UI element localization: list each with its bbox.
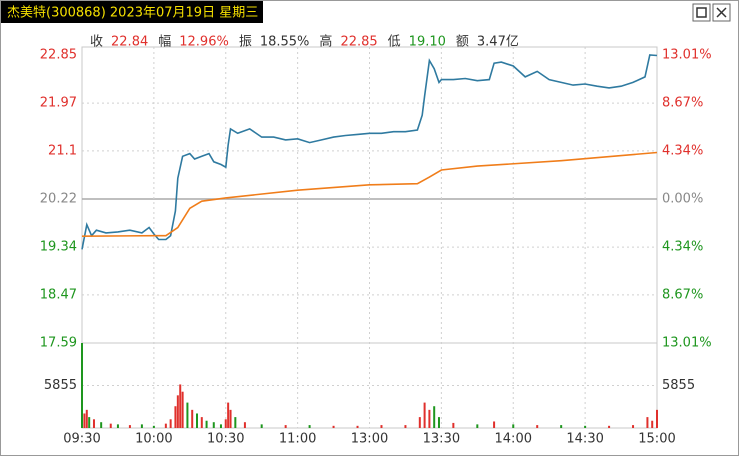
x-tick-label: 10:00 — [135, 432, 172, 447]
volume-bar — [646, 417, 649, 428]
price-line — [81, 151, 658, 237]
volume-bar — [452, 422, 455, 428]
info-row: 收 22.84 幅 12.96% 振 18.55% 高 22.85 低 19.10 额 3.47亿 — [90, 34, 519, 50]
volume-bar — [651, 420, 654, 428]
volume-bar — [83, 413, 86, 428]
info-label: 低 — [388, 35, 401, 50]
volume-bar — [234, 417, 237, 428]
close-button[interactable] — [712, 3, 731, 22]
volume-bar — [332, 425, 335, 428]
y2-tick-label: 4.34% — [662, 143, 703, 158]
volume-bar — [116, 424, 119, 428]
info-label: 收 — [90, 35, 103, 50]
info-value: 12.96% — [179, 35, 229, 50]
y-tick-label: 19.34 — [40, 240, 77, 255]
volume-bar — [423, 402, 426, 428]
volume-bar — [164, 423, 167, 428]
volume-bar — [418, 417, 421, 428]
y2-tick-label: 5855 — [662, 378, 695, 393]
volume-bar — [81, 343, 83, 428]
volume-bar — [536, 425, 539, 428]
y-tick-label: 18.47 — [40, 287, 77, 302]
volume-bar — [404, 425, 407, 428]
y2-tick-label: 8.67% — [662, 287, 703, 302]
volume-bar — [191, 409, 194, 428]
restore-button[interactable] — [692, 3, 711, 22]
volume-bar — [560, 425, 563, 428]
y-tick-label: 20.22 — [40, 192, 77, 207]
volume-bar — [632, 425, 635, 428]
volume-bar — [433, 406, 436, 428]
info-value: 18.55% — [260, 35, 310, 50]
volume-bar — [493, 421, 496, 428]
x-tick-label: 15:00 — [638, 432, 675, 447]
y2-tick-label: 8.67% — [662, 96, 703, 111]
volume-bar — [109, 423, 112, 428]
volume-bar — [176, 395, 179, 428]
volume-bar — [92, 419, 95, 428]
volume-bar — [219, 424, 222, 428]
volume-bar — [128, 425, 131, 428]
x-tick-label: 14:00 — [495, 432, 532, 447]
volume-bar — [428, 409, 431, 428]
info-label: 振 — [239, 35, 252, 50]
info-value: 19.10 — [409, 35, 446, 50]
volume-bar — [181, 391, 184, 428]
info-value: 3.47亿 — [477, 35, 519, 50]
volume-bar — [584, 425, 587, 428]
volume-bar — [88, 417, 91, 428]
x-tick-label: 11:00 — [279, 432, 316, 447]
y2-tick-label: 13.01% — [662, 336, 712, 351]
volume-bar — [243, 422, 246, 428]
volume-bar — [260, 424, 263, 428]
info-label: 高 — [319, 34, 332, 50]
y2-tick-label: 13.01% — [662, 48, 712, 63]
volume-bar — [656, 409, 658, 428]
info-label: 额 — [456, 35, 469, 50]
volume-bar — [174, 406, 177, 428]
x-tick-label: 13:00 — [351, 432, 388, 447]
volume-bar — [224, 419, 227, 428]
volume-bar — [229, 409, 232, 428]
volume-bar — [476, 424, 479, 428]
y2-tick-label: 4.34% — [662, 240, 703, 255]
y-tick-label: 5855 — [44, 378, 77, 393]
info-label: 幅 — [158, 35, 171, 50]
info-value: 22.85 — [340, 35, 377, 50]
volume-bar — [179, 384, 182, 428]
volume-bar — [380, 425, 383, 428]
volume-bar — [356, 425, 359, 428]
x-tick-label: 13:30 — [423, 432, 460, 447]
volume-bar — [512, 424, 515, 428]
volume-bar — [200, 417, 203, 428]
volume-bar — [85, 409, 88, 428]
y-tick-label: 21.97 — [40, 96, 77, 111]
y-tick-label: 22.85 — [40, 48, 77, 63]
info-value: 22.84 — [111, 35, 148, 50]
x-tick-label: 10:30 — [207, 432, 244, 447]
title-bar — [1, 1, 263, 23]
y2-tick-label: 0.00% — [662, 192, 703, 207]
y-tick-label: 17.59 — [40, 336, 77, 351]
volume-bar — [212, 422, 215, 428]
volume-bar — [140, 424, 143, 428]
volume-bar — [196, 413, 198, 428]
volume-bar — [169, 419, 172, 428]
y-tick-label: 21.1 — [48, 143, 77, 158]
x-tick-label: 09:30 — [63, 432, 100, 447]
volume-bar — [227, 402, 230, 428]
volume-bar — [284, 425, 287, 428]
volume-bar — [186, 402, 189, 428]
price-line — [81, 54, 658, 250]
volume-bar — [100, 422, 103, 428]
x-tick-label: 14:30 — [566, 432, 603, 447]
volume-bar — [152, 425, 155, 428]
volume-bar — [205, 420, 208, 428]
volume-bar — [608, 425, 611, 428]
volume-bar — [308, 425, 311, 428]
volume-bar — [437, 417, 440, 428]
title: 杰美特(300868) 2023年07月19日 星期三 — [7, 6, 258, 21]
